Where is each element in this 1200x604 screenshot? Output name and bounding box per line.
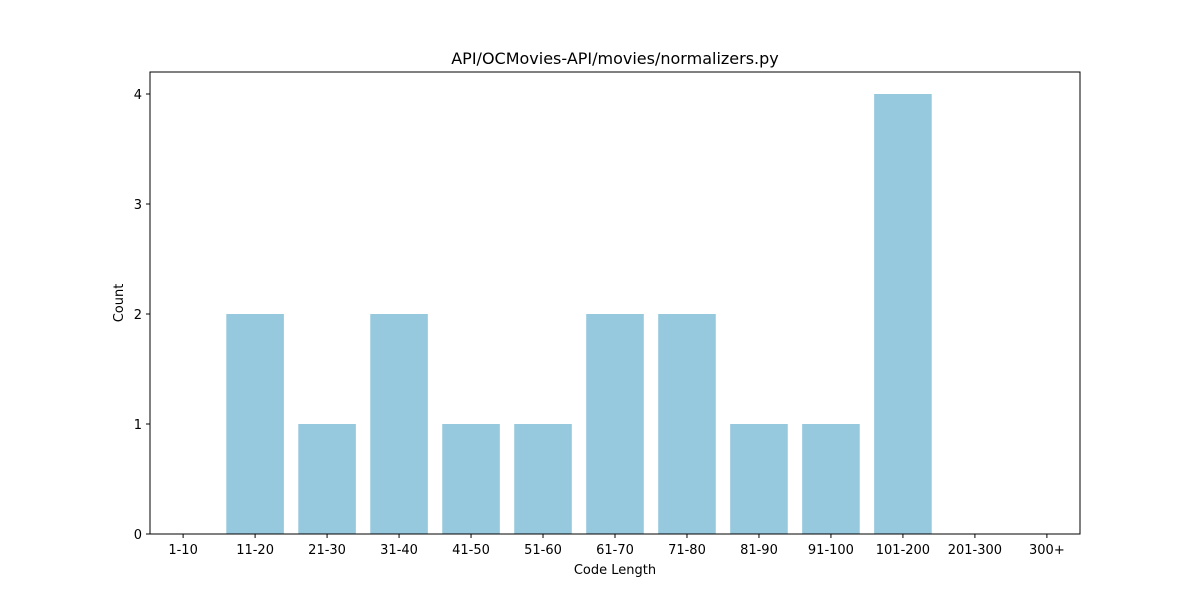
bar-31-40	[370, 314, 428, 534]
bar-91-100	[802, 424, 860, 534]
x-tick-label: 81-90	[740, 543, 778, 558]
x-tick-label: 1-10	[168, 543, 198, 558]
x-tick-label: 101-200	[876, 543, 930, 558]
bar-61-70	[586, 314, 644, 534]
bar-41-50	[442, 424, 500, 534]
x-tick-label: 71-80	[668, 543, 706, 558]
x-tick-label: 21-30	[308, 543, 346, 558]
x-tick-label: 31-40	[380, 543, 418, 558]
x-tick-label: 11-20	[236, 543, 274, 558]
bar-11-20	[226, 314, 284, 534]
x-tick-label: 41-50	[452, 543, 490, 558]
bars-layer	[226, 94, 932, 534]
y-tick-label: 2	[134, 308, 142, 323]
bar-101-200	[874, 94, 932, 534]
bar-81-90	[730, 424, 788, 534]
y-tick-label: 4	[134, 88, 142, 103]
bar-71-80	[658, 314, 716, 534]
y-axis: 0 1 2 3 4	[134, 88, 150, 543]
x-axis: 1-10 11-20 21-30 31-40 41-50 51-60 61-70 71-80 8…	[168, 534, 1065, 558]
chart-title: API/OCMovies-API/movies/normalizers.py	[451, 49, 779, 68]
x-tick-label: 61-70	[596, 543, 634, 558]
x-tick-label: 51-60	[524, 543, 562, 558]
x-axis-label: Code Length	[574, 563, 656, 578]
x-tick-label: 300+	[1029, 543, 1065, 558]
y-tick-label: 3	[134, 198, 142, 213]
y-tick-label: 0	[134, 528, 142, 543]
y-axis-label: Count	[112, 284, 127, 323]
bar-21-30	[298, 424, 356, 534]
x-tick-label: 201-300	[948, 543, 1002, 558]
bar-51-60	[514, 424, 572, 534]
y-tick-label: 1	[134, 418, 142, 433]
x-tick-label: 91-100	[808, 543, 854, 558]
